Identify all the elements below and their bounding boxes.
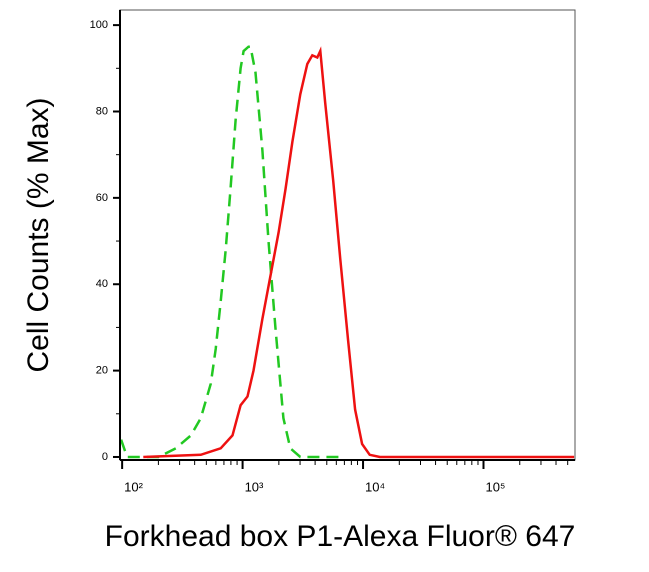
y-tick-label: 20	[96, 365, 108, 377]
y-tick-label: 0	[102, 451, 108, 463]
data-line	[119, 45, 345, 459]
y-tick-label: 100	[90, 19, 108, 31]
x-tick-label: 10²	[124, 479, 143, 494]
plot-frame	[119, 9, 576, 461]
y-tick-label: 60	[96, 192, 108, 204]
x-axis-label: Forkhead box P1-Alexa Fluor® 647	[105, 520, 576, 553]
y-axis-label: Cell Counts (% Max)	[22, 97, 55, 372]
x-tick-label: 10⁵	[485, 479, 505, 494]
y-tick-label: 40	[96, 278, 108, 290]
x-tick-label: 10³	[245, 479, 264, 494]
data-line	[143, 46, 575, 459]
y-tick-label: 80	[96, 105, 108, 117]
x-tick-label: 10⁴	[365, 479, 385, 494]
